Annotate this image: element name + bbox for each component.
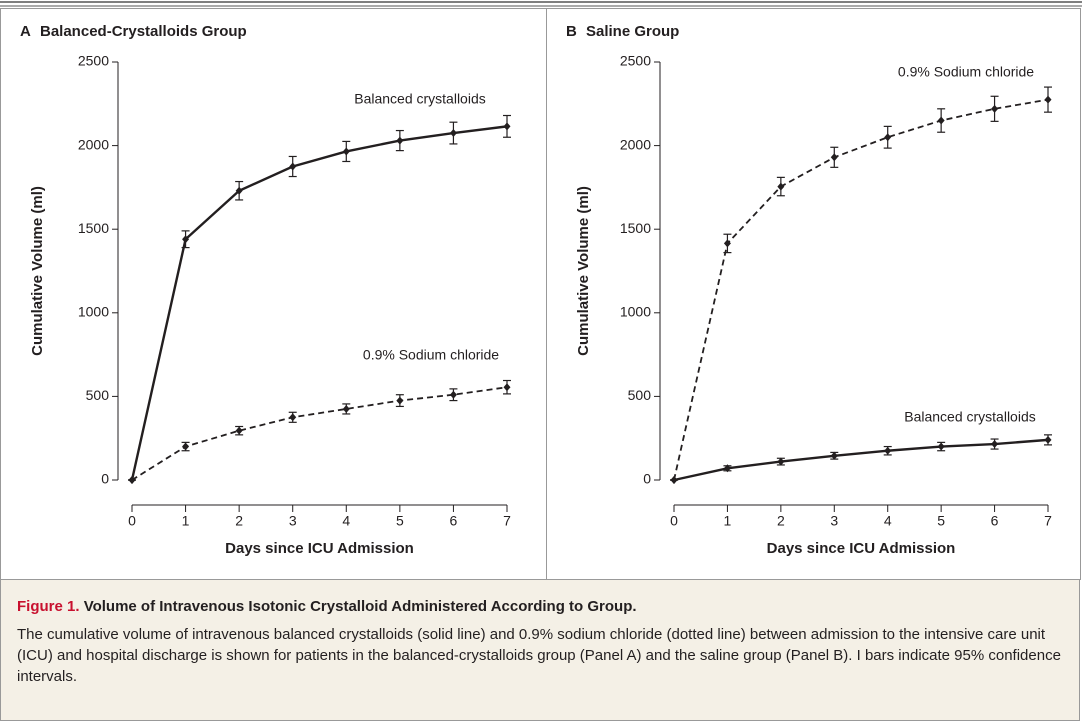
point (235, 186, 243, 195)
point (884, 133, 892, 142)
x-tick-label: 7 (1044, 513, 1052, 529)
point (503, 122, 511, 131)
y-axis-label: Cumulative Volume (ml) (575, 186, 592, 356)
y-tick-label: 2000 (78, 136, 109, 152)
x-tick-label: 6 (450, 513, 458, 529)
panel-title: Saline Group (586, 23, 679, 40)
point (723, 464, 731, 473)
y-tick-label: 500 (86, 387, 110, 403)
point (937, 442, 945, 451)
x-tick-label: 7 (503, 513, 511, 529)
point (777, 182, 785, 191)
y-tick-label: 2000 (620, 136, 651, 152)
point (777, 457, 785, 466)
y-axis-label: Cumulative Volume (ml) (29, 186, 46, 356)
point (1044, 95, 1052, 104)
point (342, 147, 350, 156)
x-tick-label: 3 (830, 513, 838, 529)
y-tick-label: 0 (643, 471, 651, 487)
x-axis-label: Days since ICU Admission (767, 540, 956, 557)
x-tick-label: 5 (396, 513, 404, 529)
x-tick-label: 2 (777, 513, 785, 529)
panel-letter: B (566, 23, 577, 40)
frame (0, 8, 1081, 580)
point (991, 104, 999, 113)
caption-text: The cumulative volume of intravenous bal… (17, 626, 1061, 685)
series-label: Balanced crystalloids (354, 91, 486, 107)
point (991, 440, 999, 449)
point (289, 162, 297, 171)
point (289, 413, 297, 422)
series-line (673, 98, 1049, 481)
series-line (673, 438, 1049, 482)
series-line (131, 386, 508, 481)
series-label: Balanced crystalloids (904, 409, 1036, 425)
y-tick-label: 0 (101, 471, 109, 487)
point (830, 153, 838, 162)
y-tick-label: 1500 (78, 220, 109, 236)
figure-label: Figure 1. (17, 598, 80, 615)
y-tick-label: 2500 (78, 53, 109, 69)
series-label: 0.9% Sodium chloride (363, 347, 499, 363)
point (1044, 435, 1052, 444)
figure-title: Volume of Intravenous Isotonic Crystallo… (83, 598, 637, 615)
point (670, 476, 678, 484)
x-tick-label: 4 (342, 513, 350, 529)
point (342, 404, 350, 413)
point (396, 136, 404, 145)
point (396, 396, 404, 405)
point (449, 390, 457, 399)
y-tick-label: 1000 (78, 304, 109, 320)
point (182, 235, 190, 244)
x-tick-label: 5 (937, 513, 945, 529)
x-tick-label: 0 (128, 513, 136, 529)
point (235, 426, 243, 435)
caption-heading: Figure 1. Volume of Intravenous Isotonic… (17, 598, 1063, 615)
y-tick-label: 1500 (620, 220, 651, 236)
chart: A Balanced-Crystalloids Group050010001500… (0, 1, 1082, 580)
point (503, 383, 511, 392)
y-tick-label: 2500 (620, 53, 651, 69)
point (723, 239, 731, 248)
panel-letter: A (20, 23, 31, 40)
x-tick-label: 0 (670, 513, 678, 529)
x-tick-label: 4 (884, 513, 892, 529)
caption: Figure 1. Volume of Intravenous Isotonic… (0, 580, 1080, 721)
point (449, 129, 457, 138)
series-line (130, 125, 508, 481)
y-tick-label: 1000 (620, 304, 651, 320)
x-axis-label: Days since ICU Admission (225, 540, 414, 557)
point (182, 442, 190, 451)
y-tick-label: 500 (628, 387, 652, 403)
point (884, 446, 892, 455)
x-tick-label: 1 (182, 513, 190, 529)
x-tick-label: 6 (991, 513, 999, 529)
x-tick-label: 3 (289, 513, 297, 529)
x-tick-label: 2 (235, 513, 243, 529)
point (830, 451, 838, 460)
point (128, 476, 136, 484)
panel-title: Balanced-Crystalloids Group (40, 23, 247, 40)
series-label: 0.9% Sodium chloride (898, 64, 1034, 80)
point (937, 116, 945, 125)
x-tick-label: 1 (724, 513, 732, 529)
